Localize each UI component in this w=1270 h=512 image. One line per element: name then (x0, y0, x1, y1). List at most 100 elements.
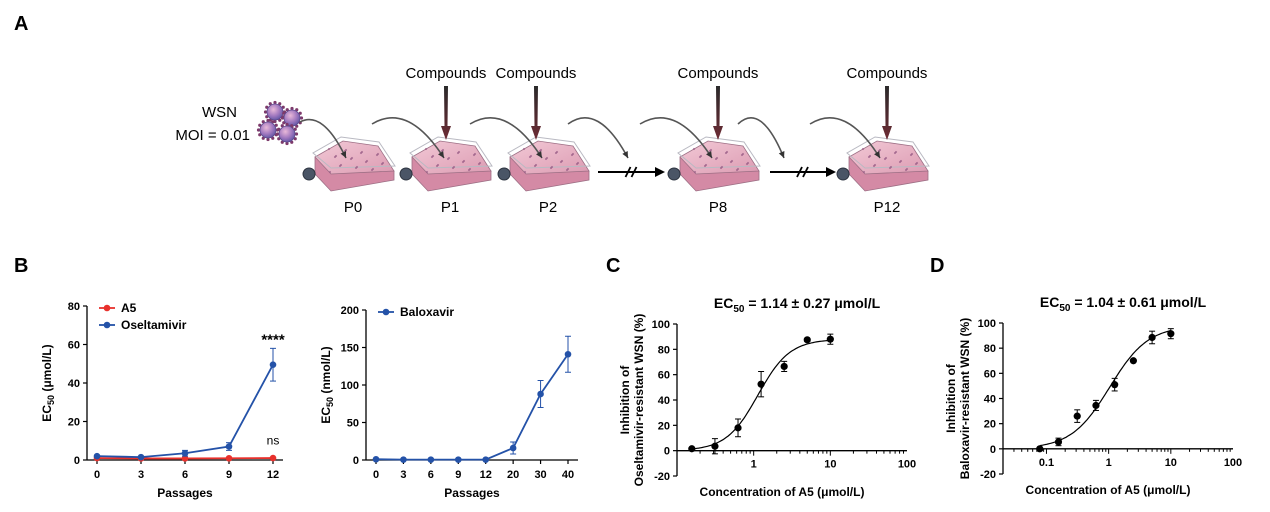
data-point (181, 449, 189, 457)
virus-spike (278, 118, 282, 122)
cell-dot (725, 150, 729, 154)
cell-dot (894, 150, 898, 154)
cell-dot (868, 154, 872, 158)
data-point (454, 456, 462, 463)
cell-dot (873, 163, 877, 167)
virus-spike (285, 141, 289, 146)
y-tick-label: 0 (664, 446, 670, 458)
series-oseltamivir (93, 347, 277, 461)
cell-dot (555, 150, 559, 154)
arrow-head (826, 167, 836, 177)
y-label-main: EC (40, 405, 54, 422)
virus-body (278, 125, 296, 143)
title-main: EC (1040, 294, 1059, 310)
virus-spike (277, 137, 281, 141)
dish-cap (836, 167, 850, 181)
x-tick-label: 40 (562, 469, 574, 481)
x-tick-label: 20 (507, 469, 519, 481)
data-point (780, 362, 788, 371)
x-axis-label: Concentration of A5 (μmol/L) (1026, 483, 1191, 497)
compound-arrow-icon (713, 86, 723, 140)
cell-dot (522, 147, 526, 151)
curve-arrow-head (706, 151, 712, 158)
compound-arrow-icon (441, 86, 451, 140)
y-tick-label: 20 (658, 420, 670, 432)
curve-arrow-shaft (809, 117, 881, 159)
virus-spike (274, 123, 278, 127)
data-point (688, 445, 696, 453)
data-point (93, 452, 101, 460)
curve-arrow-shaft (567, 117, 629, 159)
cell-dot (534, 163, 538, 167)
virus-spike (266, 137, 270, 142)
break-mark (796, 166, 803, 178)
series-line (375, 353, 569, 461)
cell-dot (693, 170, 697, 174)
virus-label: WSN (202, 104, 237, 121)
legend-swatch-marker (382, 308, 390, 316)
cell-dot (424, 147, 428, 151)
compound-label: Compounds (496, 65, 577, 82)
virus-cluster-icon (256, 100, 304, 146)
y-tick-label: 100 (978, 318, 996, 330)
cell-dot (328, 170, 332, 174)
cell-dot (339, 163, 343, 167)
virus-spike (280, 124, 284, 128)
data-point (181, 455, 189, 462)
virus-spike (266, 118, 270, 123)
cell-dot (884, 156, 888, 160)
cell-dot (441, 148, 445, 152)
compound-addition-p2: Compounds (496, 65, 577, 140)
dish-lid (409, 136, 493, 169)
y-tick-label: 60 (68, 340, 80, 352)
cell-dot (878, 148, 882, 152)
virus-spike (280, 140, 284, 144)
cell-dot (344, 148, 348, 152)
significance-annotation: **** (261, 332, 285, 349)
data-point (225, 454, 233, 462)
virus-spike (285, 122, 289, 127)
cell-dot (334, 154, 338, 158)
data-point (427, 456, 435, 463)
passage-label: P0 (344, 199, 362, 216)
dish-top (411, 140, 492, 175)
data-point (1073, 412, 1081, 420)
data-point-group (1148, 330, 1156, 345)
virus-spike (271, 136, 275, 140)
dish-series: P0 P1 P2 P8 P12 Compounds Compounds Compounds Co… (299, 65, 930, 216)
cell-dot (910, 152, 914, 156)
dish-cap (302, 167, 316, 181)
x-tick-label: 3 (138, 469, 144, 481)
fit-curve (1039, 329, 1171, 447)
virus-body (266, 103, 284, 121)
virus-spike (258, 133, 262, 137)
y-tick-label: 100 (652, 319, 670, 331)
passage-label: P8 (709, 199, 727, 216)
culture-dish-p2: P2 (497, 136, 591, 216)
curve-arrow-head (874, 151, 880, 158)
x-tick-label: 10 (1165, 457, 1177, 469)
virus-spike (273, 100, 277, 105)
culture-dish-p8: P8 (667, 136, 761, 216)
y-label-unit: (nmol/L) (319, 346, 333, 397)
passage-label: P12 (874, 199, 901, 216)
break-mark (624, 166, 632, 178)
data-point (509, 444, 517, 452)
y-tick-label: 40 (658, 395, 670, 407)
curve-arrow-shaft (299, 118, 347, 159)
broken-arrow-p2-p8 (598, 166, 665, 178)
cell-dot (529, 154, 533, 158)
compound-addition-p12: Compounds (847, 65, 927, 140)
panel-label-c: C (606, 255, 620, 277)
x-axis-label: Passages (157, 486, 213, 500)
series-baloxavir (372, 335, 572, 463)
cell-dot (889, 165, 893, 169)
x-tick-label: 12 (480, 469, 492, 481)
data-point (1036, 445, 1044, 453)
data-point-group (757, 371, 765, 398)
data-point (803, 336, 811, 344)
cell-dot (360, 150, 364, 154)
x-tick-label: 9 (455, 469, 461, 481)
y-tick-label: 60 (984, 368, 996, 380)
